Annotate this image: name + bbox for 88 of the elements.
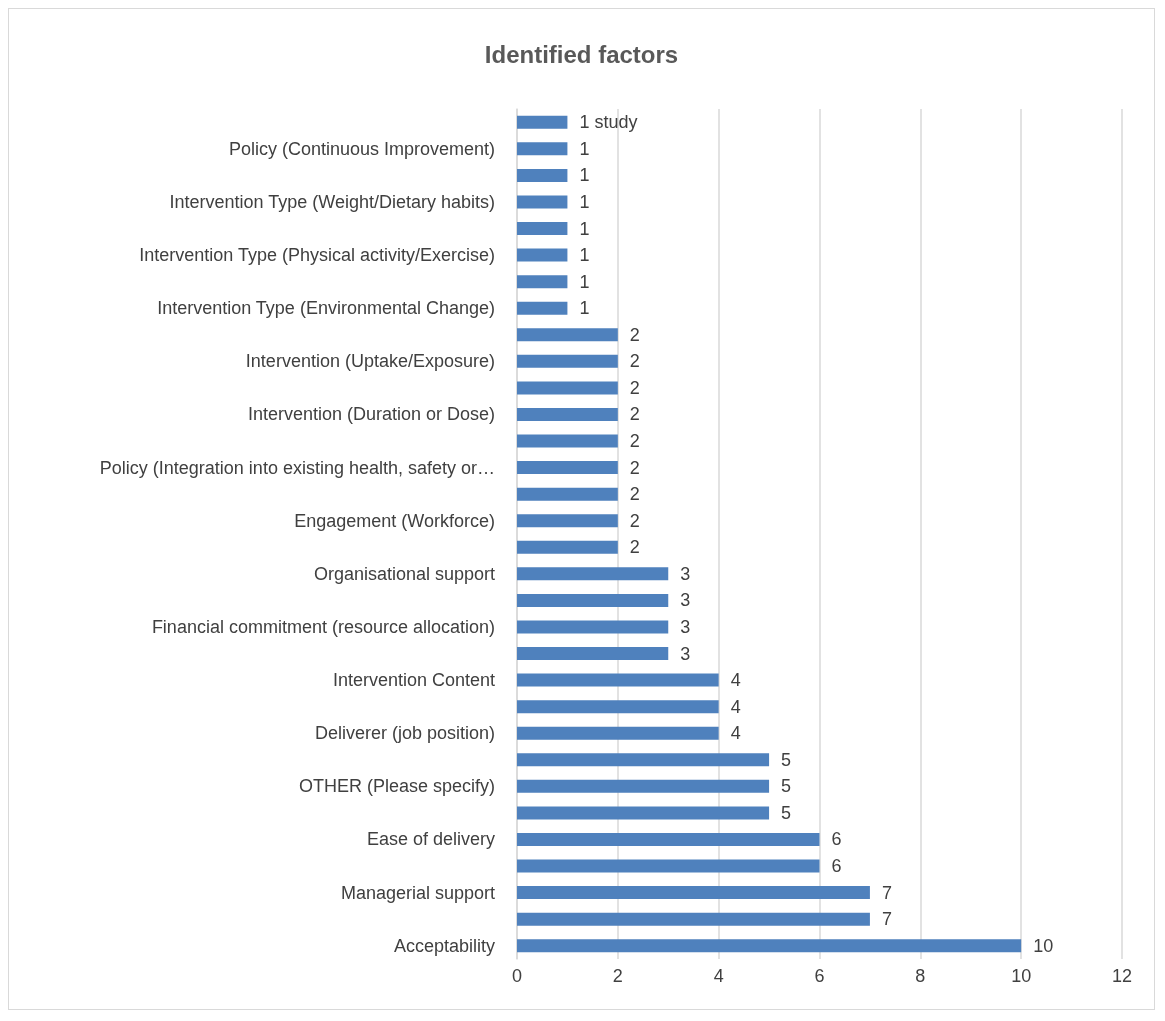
data-label: 1	[579, 298, 590, 319]
bar	[517, 115, 568, 129]
y-tick-label: Intervention Content	[332, 670, 495, 691]
bar	[517, 567, 669, 581]
x-tick-label: 2	[612, 966, 623, 986]
x-tick-label: 4	[713, 966, 724, 986]
bar	[517, 939, 1022, 953]
bar	[517, 381, 618, 395]
data-label: 3	[680, 590, 691, 611]
data-label: 7	[881, 882, 892, 903]
bar	[517, 514, 618, 528]
y-tick-label: Intervention Type (Environmental Change)	[157, 298, 495, 319]
x-tick-label: 8	[915, 966, 926, 986]
bar	[517, 593, 669, 607]
bar	[517, 168, 568, 182]
data-label: 5	[781, 776, 792, 797]
data-label: 5	[781, 802, 792, 823]
y-tick-label: Engagement (Workforce)	[294, 510, 495, 531]
data-label: 1	[579, 245, 590, 266]
x-tick-label: 12	[1111, 966, 1133, 986]
data-label: 2	[629, 431, 640, 452]
data-label: 1	[579, 191, 590, 212]
bar	[517, 407, 618, 421]
bar	[517, 434, 618, 448]
y-tick-label: Intervention Type (Weight/Dietary habits)	[169, 191, 495, 212]
y-tick-label: Acceptability	[393, 935, 495, 956]
y-tick-label: Intervention (Duration or Dose)	[247, 404, 495, 425]
data-label: 2	[629, 404, 640, 425]
bar	[517, 195, 568, 209]
bar	[517, 620, 669, 634]
data-label: 2	[629, 324, 640, 345]
data-label: 6	[831, 829, 842, 850]
bar	[517, 275, 568, 289]
bar	[517, 753, 770, 767]
bar	[517, 700, 719, 714]
y-tick-label: Intervention Type (Physical activity/Exercise)	[139, 245, 495, 266]
data-label: 1 study	[579, 112, 638, 133]
data-label: 3	[680, 643, 691, 664]
data-label: 7	[881, 909, 892, 930]
x-tick-label: 0	[511, 966, 523, 986]
y-tick-label: Financial commitment (resource allocation)	[151, 616, 495, 637]
bar	[517, 726, 719, 740]
data-label: 1	[579, 165, 590, 186]
bar	[517, 540, 618, 554]
data-label: 3	[680, 563, 691, 584]
bar	[517, 886, 870, 900]
bar	[517, 779, 770, 793]
bar	[517, 673, 719, 687]
bar	[517, 806, 770, 820]
bar	[517, 461, 618, 475]
bar	[517, 142, 568, 156]
data-label: 1	[579, 218, 590, 239]
x-tick-label: 6	[814, 966, 825, 986]
x-tick-label: 10	[1011, 966, 1032, 986]
y-tick-label: Deliverer (job position)	[314, 723, 495, 744]
y-tick-label: Intervention (Uptake/Exposure)	[245, 351, 495, 372]
bar	[517, 859, 820, 873]
bar	[517, 301, 568, 315]
data-label: 1	[579, 138, 590, 159]
y-tick-label: Policy (Continuous Improvement)	[228, 138, 495, 159]
y-tick-label: Ease of delivery	[366, 829, 495, 850]
data-label: 2	[629, 484, 640, 505]
data-label: 4	[730, 670, 741, 691]
data-label: 2	[629, 377, 640, 398]
y-tick-label: OTHER (Please specify)	[298, 776, 495, 797]
data-label: 5	[781, 749, 792, 770]
data-label: 2	[629, 537, 640, 558]
bar	[517, 328, 618, 342]
data-label: 4	[730, 696, 741, 717]
bar	[517, 354, 618, 368]
data-label: 2	[629, 457, 640, 478]
y-tick-label: Managerial support	[340, 882, 495, 903]
data-label: 4	[730, 723, 741, 744]
y-tick-label: Policy (Integration into existing health, safety or…	[99, 457, 495, 478]
chart-title: Identified factors	[484, 40, 679, 68]
bar	[517, 912, 870, 926]
data-label: 2	[629, 351, 640, 372]
bar	[517, 487, 618, 501]
data-label: 1	[579, 271, 590, 292]
data-label: 10	[1033, 935, 1054, 956]
bar	[517, 222, 568, 236]
bar	[517, 832, 820, 846]
data-label: 3	[680, 616, 691, 637]
data-label: 6	[831, 856, 842, 877]
bar	[517, 248, 568, 262]
data-label: 2	[629, 510, 640, 531]
y-tick-label: Organisational support	[313, 563, 495, 584]
bar	[517, 647, 669, 661]
